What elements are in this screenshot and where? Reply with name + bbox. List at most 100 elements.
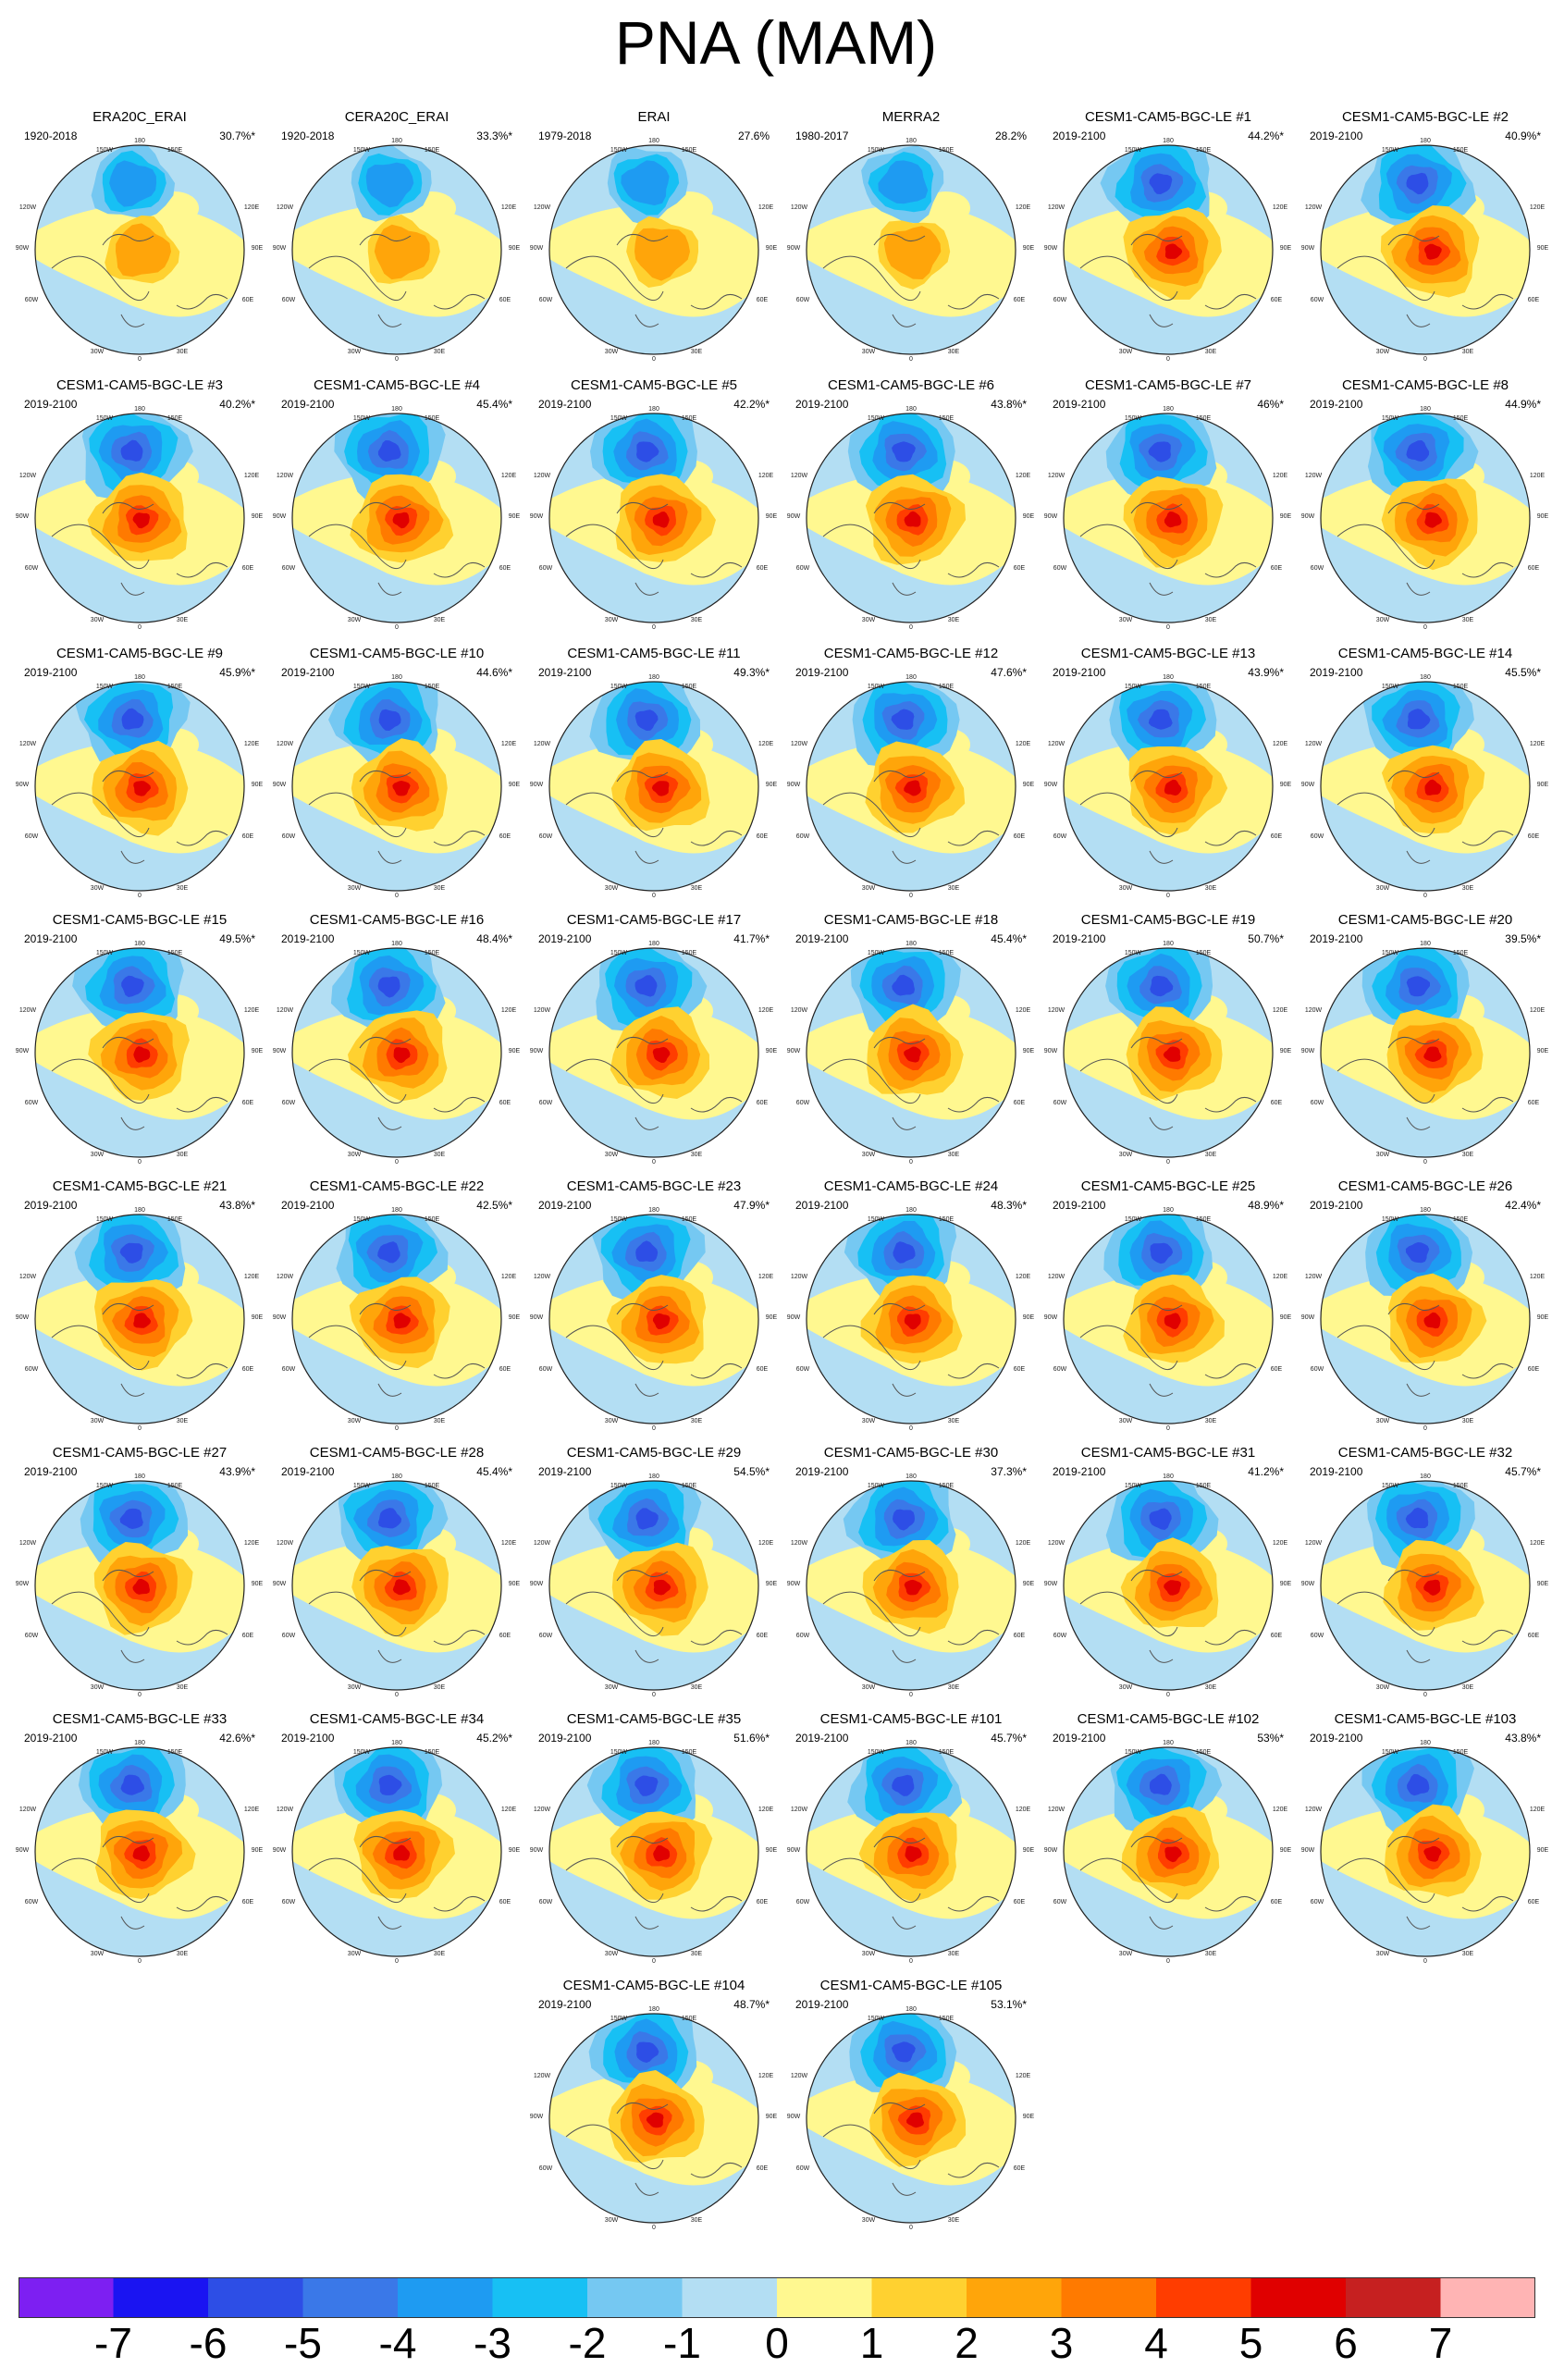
longitude-label: 90E bbox=[509, 1581, 521, 1587]
positive-anomaly-contour bbox=[1423, 1046, 1442, 1062]
longitude-label: 30W bbox=[862, 1684, 876, 1691]
longitude-label: 120E bbox=[758, 204, 774, 211]
panel-explained-variance: 48.7%* bbox=[733, 1998, 770, 2011]
longitude-label: 60W bbox=[796, 1100, 810, 1106]
positive-anomaly-contour bbox=[652, 1313, 671, 1329]
longitude-label: 60E bbox=[1014, 2165, 1026, 2172]
map-panel: CESM1-CAM5-BGC-LE #24 2019-2100 48.3%* 180 1… bbox=[782, 1178, 1040, 1436]
coastline bbox=[1130, 1302, 1183, 1315]
longitude-label: 0 bbox=[909, 356, 913, 363]
coastline bbox=[565, 255, 664, 301]
colorbar-swatch bbox=[492, 2277, 588, 2318]
colorbar-swatch bbox=[398, 2277, 493, 2318]
longitude-label: 150W bbox=[96, 684, 114, 690]
coastline bbox=[51, 1325, 150, 1370]
coastline bbox=[1079, 792, 1178, 837]
coastline bbox=[1406, 1649, 1431, 1663]
negative-anomaly-contour bbox=[892, 974, 915, 996]
coastline bbox=[565, 2124, 664, 2169]
panel-period: 2019-2100 bbox=[1310, 1732, 1363, 1745]
map-field bbox=[292, 682, 501, 891]
panel-explained-variance: 45.9%* bbox=[219, 666, 255, 679]
longitude-label: 120E bbox=[1530, 1540, 1546, 1547]
longitude-label: 90W bbox=[530, 1847, 544, 1854]
coastline bbox=[616, 1835, 669, 1848]
coastline bbox=[1130, 1569, 1183, 1582]
panel-title: CESM1-CAM5-BGC-LE #8 bbox=[1341, 377, 1509, 393]
coastline bbox=[1149, 850, 1174, 864]
colorbar-tick-label: -3 bbox=[474, 2319, 511, 2367]
longitude-label: 150E bbox=[682, 950, 697, 956]
coastline bbox=[51, 792, 150, 837]
longitude-label: 60E bbox=[499, 1366, 511, 1373]
longitude-label: 30E bbox=[177, 885, 189, 892]
map-border bbox=[34, 1480, 245, 1691]
coastline bbox=[102, 233, 154, 246]
longitude-label: 0 bbox=[1423, 893, 1427, 899]
longitude-label: 180 bbox=[1420, 941, 1431, 947]
longitude-label: 120W bbox=[1305, 204, 1323, 211]
longitude-label: 30E bbox=[1462, 1951, 1474, 1957]
polar-map: 180 150W 150E 120W 120E 90W 90E 60W 60E 30W 30E 0 bbox=[787, 138, 1035, 363]
polar-map: 180 150W 150E 120W 120E 90W 90E 60W 60E 30W 30E 0 bbox=[1301, 1740, 1549, 1965]
longitude-label: 120W bbox=[19, 204, 37, 211]
map-border bbox=[291, 1746, 502, 1957]
colorbar-swatch bbox=[1061, 2277, 1157, 2318]
map-border bbox=[548, 681, 759, 892]
longitude-label: 180 bbox=[1420, 138, 1431, 144]
coastline bbox=[308, 1325, 407, 1370]
longitude-label: 90W bbox=[1301, 1847, 1315, 1854]
coastline bbox=[634, 1649, 659, 1663]
positive-anomaly-contour bbox=[652, 1046, 671, 1063]
polar-map: 180 150W 150E 120W 120E 90W 90E 60W 60E 30W 30E 0 bbox=[530, 406, 778, 631]
longitude-label: 60E bbox=[1014, 565, 1026, 572]
negative-anomaly-contour bbox=[634, 709, 659, 731]
panel-period: 2019-2100 bbox=[1310, 129, 1363, 142]
coastline bbox=[176, 562, 228, 578]
map-field bbox=[1321, 145, 1530, 354]
map-panel: CESM1-CAM5-BGC-LE #8 2019-2100 44.9%* 180 15… bbox=[1297, 377, 1552, 635]
negative-anomaly-contour bbox=[1407, 709, 1431, 730]
longitude-label: 150E bbox=[1196, 147, 1212, 154]
polar-map: 180 150W 150E 120W 120E 90W 90E 60W 60E 30W 30E 0 bbox=[787, 674, 1035, 899]
coastline bbox=[1130, 1036, 1183, 1049]
colorbar-swatch bbox=[1440, 2277, 1535, 2318]
longitude-label: 120W bbox=[1048, 473, 1065, 479]
longitude-label: 30E bbox=[177, 617, 189, 623]
coastline bbox=[120, 1916, 145, 1930]
longitude-label: 30W bbox=[1376, 885, 1390, 892]
panel-explained-variance: 53.1%* bbox=[991, 1998, 1027, 2011]
longitude-label: 150W bbox=[1382, 147, 1399, 154]
longitude-label: 30E bbox=[434, 349, 446, 355]
longitude-label: 30W bbox=[1119, 1418, 1133, 1424]
panel-explained-variance: 43.8%* bbox=[219, 1199, 255, 1212]
longitude-label: 120W bbox=[534, 1007, 551, 1014]
colorbar-swatch bbox=[1156, 2277, 1251, 2318]
longitude-label: 60W bbox=[282, 1100, 296, 1106]
longitude-label: 120W bbox=[534, 1807, 551, 1813]
longitude-label: 60W bbox=[25, 833, 39, 840]
negative-anomaly-contour bbox=[1405, 1507, 1429, 1529]
longitude-label: 60E bbox=[757, 1366, 769, 1373]
longitude-label: 30W bbox=[862, 1418, 876, 1424]
coastline bbox=[1461, 831, 1514, 846]
longitude-label: 150E bbox=[425, 684, 440, 690]
longitude-label: 120W bbox=[19, 741, 37, 747]
negative-anomaly-contour bbox=[636, 2041, 659, 2063]
positive-anomaly-contour bbox=[392, 1579, 411, 1596]
panel-title: CESM1-CAM5-BGC-LE #102 bbox=[1077, 1711, 1260, 1727]
longitude-label: 150W bbox=[610, 415, 628, 422]
positive-anomaly-contour bbox=[1424, 512, 1442, 528]
longitude-label: 0 bbox=[1423, 1159, 1427, 1165]
map-panel: CESM1-CAM5-BGC-LE #4 2019-2100 45.4%* 180 15… bbox=[268, 377, 525, 635]
longitude-label: 90E bbox=[509, 1048, 521, 1054]
longitude-label: 30E bbox=[948, 2217, 960, 2224]
coastline bbox=[377, 1116, 402, 1130]
positive-anomaly-contour bbox=[393, 1313, 411, 1329]
coastline bbox=[102, 1036, 154, 1049]
polar-map: 180 150W 150E 120W 120E 90W 90E 60W 60E 30W 30E 0 bbox=[530, 2006, 778, 2231]
coastline bbox=[308, 792, 407, 837]
coastline bbox=[873, 1302, 926, 1315]
polar-map: 180 150W 150E 120W 120E 90W 90E 60W 60E 30W 30E 0 bbox=[1301, 138, 1549, 363]
longitude-label: 0 bbox=[909, 1159, 913, 1165]
